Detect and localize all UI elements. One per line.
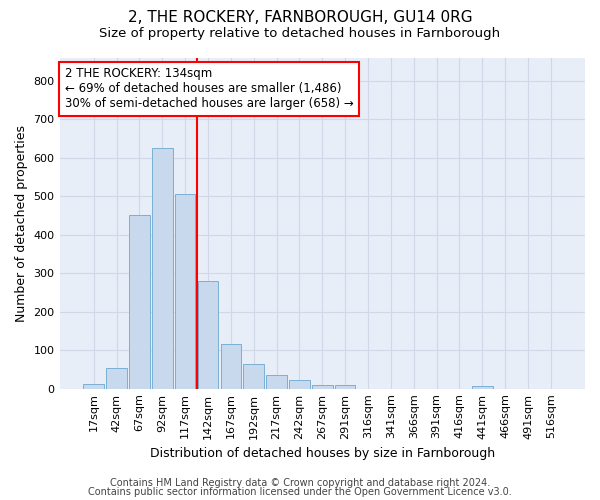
Bar [289,380,310,388]
Text: Contains public sector information licensed under the Open Government Licence v3: Contains public sector information licen… [88,487,512,497]
Bar [335,385,355,388]
Bar [221,344,241,388]
Bar [152,148,173,388]
Bar [198,281,218,388]
Bar [244,364,264,388]
Bar [266,375,287,388]
Bar [129,216,150,388]
X-axis label: Distribution of detached houses by size in Farnborough: Distribution of detached houses by size … [150,447,495,460]
Bar [472,386,493,388]
Text: 2 THE ROCKERY: 134sqm
← 69% of detached houses are smaller (1,486)
30% of semi-d: 2 THE ROCKERY: 134sqm ← 69% of detached … [65,68,353,110]
Bar [83,384,104,388]
Bar [106,368,127,388]
Bar [312,385,332,388]
Text: Size of property relative to detached houses in Farnborough: Size of property relative to detached ho… [100,28,500,40]
Y-axis label: Number of detached properties: Number of detached properties [15,124,28,322]
Bar [175,194,196,388]
Text: 2, THE ROCKERY, FARNBOROUGH, GU14 0RG: 2, THE ROCKERY, FARNBOROUGH, GU14 0RG [128,10,472,25]
Text: Contains HM Land Registry data © Crown copyright and database right 2024.: Contains HM Land Registry data © Crown c… [110,478,490,488]
